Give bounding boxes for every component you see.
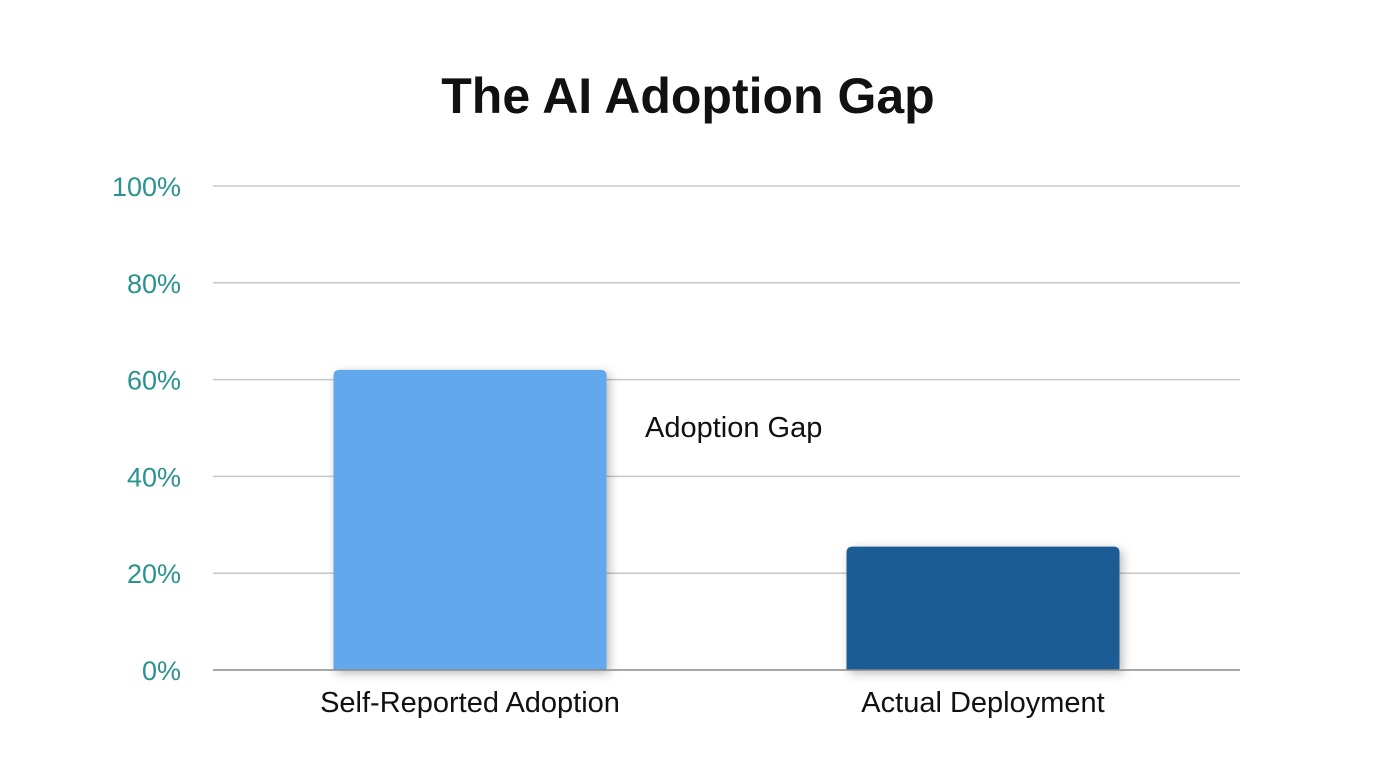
y-tick-label-60: 60% <box>127 366 181 396</box>
y-tick-label-40: 40% <box>127 462 181 492</box>
chart-title: The AI Adoption Gap <box>441 68 934 124</box>
adoption-gap-annotation: Adoption Gap <box>645 412 822 444</box>
bar-actual-deployment <box>846 546 1120 670</box>
y-tick-label-0: 0% <box>142 656 181 686</box>
y-tick-label-20: 20% <box>127 559 181 589</box>
x-tick-label-self-reported-adoption: Self-Reported Adoption <box>320 687 620 719</box>
y-axis-tick-labels: 0% 20% 40% 60% 80% 100% <box>112 172 181 686</box>
x-axis-tick-labels: Self-Reported Adoption Actual Deployment <box>320 687 1105 719</box>
y-tick-label-100: 100% <box>112 172 181 202</box>
bars <box>333 369 1120 670</box>
bar-self-reported-adoption <box>333 369 607 670</box>
y-tick-label-80: 80% <box>127 269 181 299</box>
x-tick-label-actual-deployment: Actual Deployment <box>861 687 1104 719</box>
